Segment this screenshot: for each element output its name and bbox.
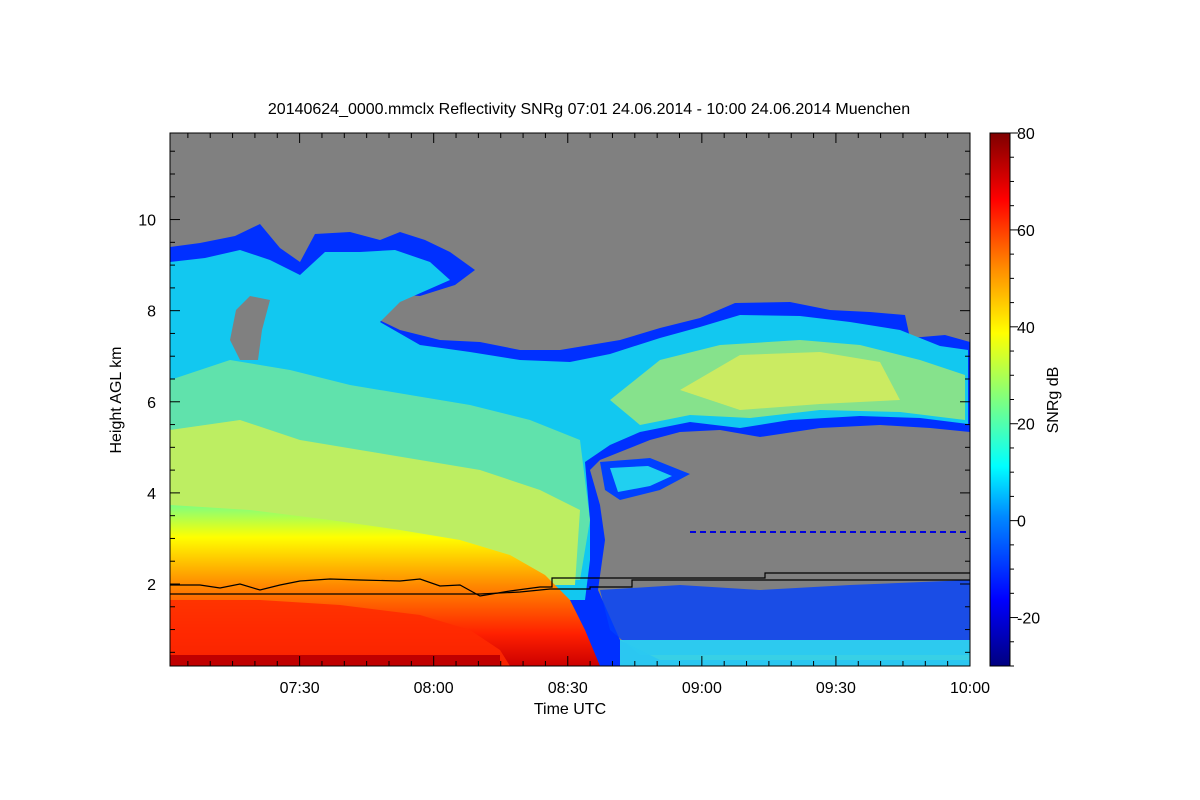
surface-darkred <box>170 655 500 666</box>
colorbar-tick-label: 60 <box>1017 223 1035 240</box>
plot-frame <box>169 132 971 667</box>
y-tick-label: 2 <box>147 577 156 594</box>
x-axis-label: Time UTC <box>534 701 606 718</box>
lower-band-red <box>170 600 510 666</box>
bl-noise <box>600 580 970 655</box>
y-tick-label: 6 <box>147 395 156 412</box>
boundary-layer-line-lower <box>170 579 970 595</box>
cloud-gap-left <box>230 296 270 360</box>
colorbar-tick-label: -20 <box>1017 611 1040 628</box>
colorbar <box>989 132 1011 667</box>
x-axis: 07:30 08:00 08:30 09:00 09:30 10:00 <box>187 133 990 697</box>
colorbar-tick-label: 20 <box>1017 417 1035 434</box>
x-tick-label: 08:00 <box>414 680 454 697</box>
x-tick-label: 09:00 <box>682 680 722 697</box>
cloud-core-upper-yellow <box>680 352 900 410</box>
boundary-layer-line <box>170 572 970 597</box>
x-tick-label: 07:30 <box>280 680 320 697</box>
y-tick-label: 4 <box>147 486 156 503</box>
x-tick-label: 10:00 <box>950 680 990 697</box>
y-tick-label: 8 <box>147 304 156 321</box>
colorbar-tick-label: 0 <box>1017 514 1026 531</box>
colorbar-label: SNRg dB <box>1045 367 1062 434</box>
clear-gap-right <box>640 432 970 575</box>
colorbar-tick-label: 40 <box>1017 320 1035 337</box>
chart-title: 20140624_0000.mmclx Reflectivity SNRg 07… <box>268 101 910 118</box>
y-tick-label: 10 <box>138 213 156 230</box>
colorbar-tick-label: 80 <box>1017 126 1035 143</box>
colorbar-axis: -20 0 20 40 60 80 <box>1010 126 1040 667</box>
plot-area <box>170 133 970 666</box>
bl-surface-cyan <box>620 640 970 666</box>
y-axis-label: Height AGL km <box>108 346 125 453</box>
y-axis: 2 4 6 8 10 <box>138 150 970 653</box>
x-tick-label: 09:30 <box>816 680 856 697</box>
cloud-tongue-inner <box>610 466 672 492</box>
x-tick-label: 08:30 <box>548 680 588 697</box>
